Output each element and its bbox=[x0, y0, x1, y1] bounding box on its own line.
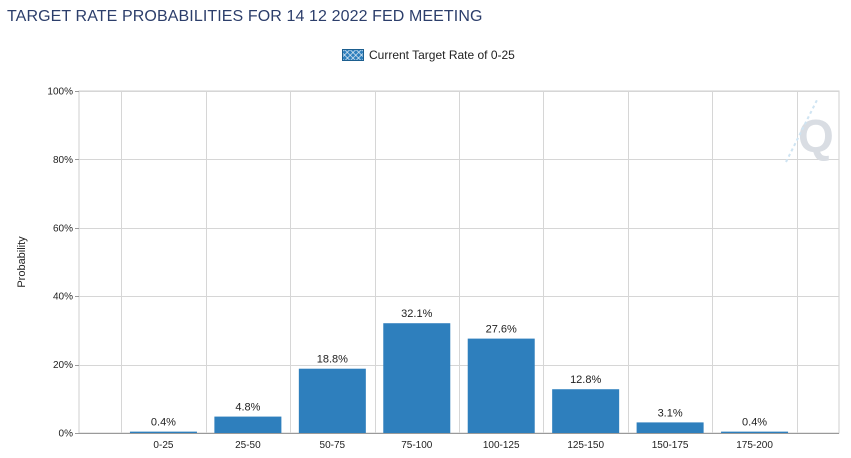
bar-data-label: 0.4% bbox=[151, 417, 176, 429]
bar bbox=[467, 338, 535, 433]
x-tick-label: 125-150 bbox=[567, 440, 604, 451]
watermark-letter: Q bbox=[798, 110, 834, 162]
legend-swatch bbox=[342, 49, 364, 61]
y-tick-label: 40% bbox=[53, 292, 73, 303]
bar bbox=[721, 431, 789, 433]
x-tick-label: 150-175 bbox=[652, 440, 689, 451]
chart-title: TARGET RATE PROBABILITIES FOR 14 12 2022… bbox=[7, 8, 483, 25]
y-axis-label: Probability bbox=[16, 236, 28, 288]
bar-data-label: 12.8% bbox=[570, 374, 601, 386]
x-tick-label: 100-125 bbox=[483, 440, 520, 451]
y-tick-label: 0% bbox=[59, 429, 74, 440]
x-tick-label: 175-200 bbox=[736, 440, 773, 451]
watermark-logo: Q bbox=[785, 97, 834, 163]
bar-data-label: 27.6% bbox=[486, 324, 517, 336]
bars bbox=[129, 323, 789, 433]
grid-lines bbox=[78, 90, 840, 434]
legend-label: Current Target Rate of 0-25 bbox=[369, 48, 515, 62]
y-tick-label: 80% bbox=[53, 155, 73, 166]
y-tick-label: 60% bbox=[53, 223, 73, 234]
bar bbox=[129, 431, 197, 433]
bar-data-label: 0.4% bbox=[742, 417, 767, 429]
x-tick-label: 75-100 bbox=[401, 440, 433, 451]
bar-data-label: 4.8% bbox=[235, 402, 260, 414]
bar bbox=[214, 416, 282, 433]
bar bbox=[552, 389, 620, 433]
x-axis-ticks: 0-25 25-50 50-75 75-100 100-125 125-150 150-17… bbox=[153, 440, 773, 451]
bar bbox=[298, 368, 366, 433]
x-tick-label: 25-50 bbox=[235, 440, 261, 451]
bar bbox=[636, 422, 704, 433]
bar-data-label: 32.1% bbox=[401, 308, 432, 320]
x-tick-label: 50-75 bbox=[320, 440, 346, 451]
x-tick-label: 0-25 bbox=[153, 440, 173, 451]
bar-data-label: 18.8% bbox=[317, 354, 348, 366]
y-tick-label: 100% bbox=[47, 87, 73, 98]
data-labels: 0.4% 4.8% 18.8% 32.1% 27.6% 12.8% 3.1% 0.4% bbox=[151, 308, 767, 428]
y-axis-ticks: 0% 20% 40% 60% 80% 100% bbox=[47, 87, 79, 440]
chart-legend: Current Target Rate of 0-25 bbox=[342, 48, 515, 62]
bar-data-label: 3.1% bbox=[658, 407, 683, 419]
bar bbox=[383, 323, 451, 433]
y-tick-label: 20% bbox=[53, 360, 73, 371]
